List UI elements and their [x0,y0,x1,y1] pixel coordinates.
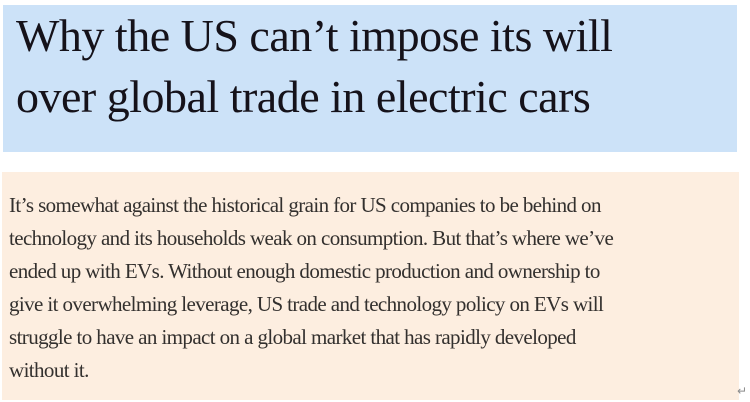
body-line-2: technology and its households weak on co… [9,226,614,250]
body-line-3: ended up with EVs. Without enough domest… [9,259,600,283]
article-paragraph: It’s somewhat against the historical gra… [2,172,739,387]
body-line-1: It’s somewhat against the historical gra… [9,193,601,217]
body-block: It’s somewhat against the historical gra… [2,172,739,400]
body-line-5: struggle to have an impact on a global m… [9,325,576,349]
headline-line-1: Why the US can’t impose its will [16,10,613,61]
body-line-4: give it overwhelming leverage, US trade … [9,292,604,316]
headline-line-2: over global trade in electric cars [16,71,591,122]
article-headline: Why the US can’t impose its will over gl… [3,5,737,127]
body-line-6: without it. [9,358,89,382]
headline-block: Why the US can’t impose its will over gl… [3,5,737,152]
return-icon: ↵ [737,384,748,398]
